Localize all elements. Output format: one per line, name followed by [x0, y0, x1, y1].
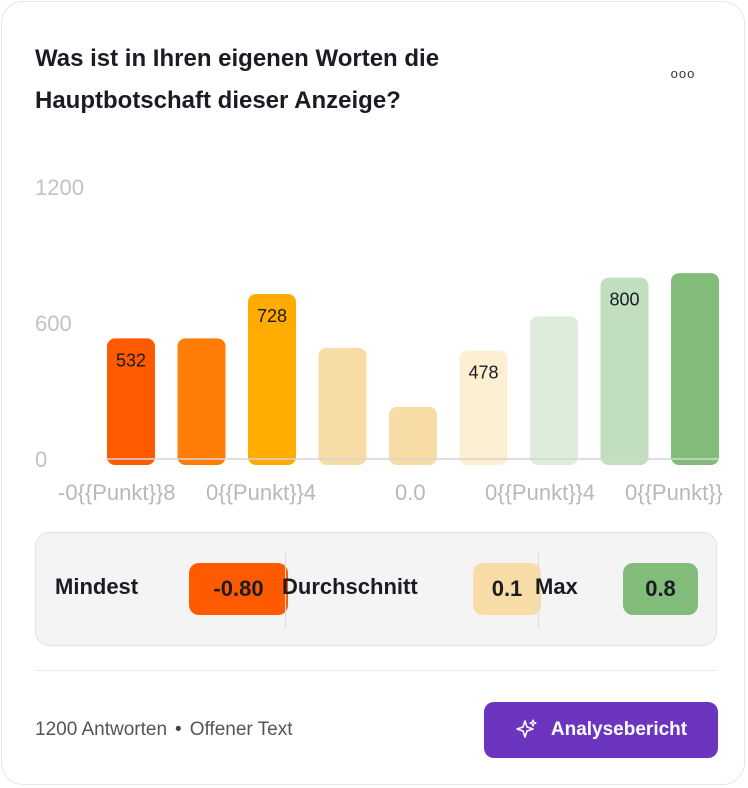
sparkle-icon — [516, 719, 537, 738]
bar — [530, 316, 578, 465]
more-options-icon[interactable]: ooo — [670, 66, 696, 81]
bar — [671, 273, 719, 465]
footer-divider — [35, 670, 717, 671]
min-value-badge: -0.80 — [189, 563, 288, 615]
bar-value-label: 478 — [468, 363, 498, 383]
response-summary: 1200 Antworten • Offener Text — [35, 719, 293, 741]
max-label: Max — [535, 574, 578, 599]
bar — [600, 277, 649, 465]
x-tick-label: 0.0 — [395, 480, 426, 505]
x-tick-label: -0{{Punkt}}8 — [58, 480, 175, 505]
separator-dot: • — [175, 719, 182, 740]
bar — [459, 350, 508, 465]
bars-group — [107, 273, 719, 465]
y-tick-label: 1200 — [35, 175, 84, 200]
max-value-badge: 0.8 — [623, 563, 698, 615]
x-tick-label: 0{{Punkt}}4 — [206, 480, 316, 505]
stats-divider — [538, 551, 539, 629]
analysis-report-button[interactable]: Analysebericht — [484, 702, 718, 758]
response-type: Offener Text — [189, 719, 293, 740]
x-axis: -0{{Punkt}}8 0{{Punkt}}4 0.0 0{{Punkt}}4 0{{… — [58, 480, 723, 505]
data-labels: 532 728 478 800 — [116, 290, 640, 383]
bar-value-label: 728 — [257, 306, 287, 326]
bar-chart: 1200 600 0 532 728 478 800 -0{{Punkt}}8 0{{Pun… — [35, 175, 723, 505]
bar-value-label: 532 — [116, 350, 146, 370]
y-tick-label: 600 — [35, 311, 72, 336]
average-label: Durchschnitt — [282, 574, 418, 599]
average-value-badge: 0.1 — [473, 563, 541, 615]
bar — [177, 338, 226, 465]
y-axis: 1200 600 0 — [35, 175, 84, 472]
bar — [248, 293, 296, 465]
bar — [318, 347, 367, 465]
analysis-report-label: Analysebericht — [550, 719, 688, 740]
bar-value-label: 800 — [609, 290, 639, 310]
response-count: 1200 Antworten — [35, 719, 168, 740]
stats-divider — [285, 551, 286, 629]
min-label: Mindest — [55, 574, 139, 599]
stats-panel: Mindest -0.80 Durchschnitt 0.1 Max 0.8 — [35, 532, 717, 646]
question-title: Was ist in Ihren eigenen Worten die Haup… — [35, 45, 440, 114]
x-tick-label: 0{{Punkt}}4 — [485, 480, 595, 505]
bar — [389, 406, 437, 465]
x-tick-label: 0{{Punkt}} — [625, 480, 723, 505]
bar — [107, 338, 155, 465]
y-tick-label: 0 — [35, 447, 47, 472]
